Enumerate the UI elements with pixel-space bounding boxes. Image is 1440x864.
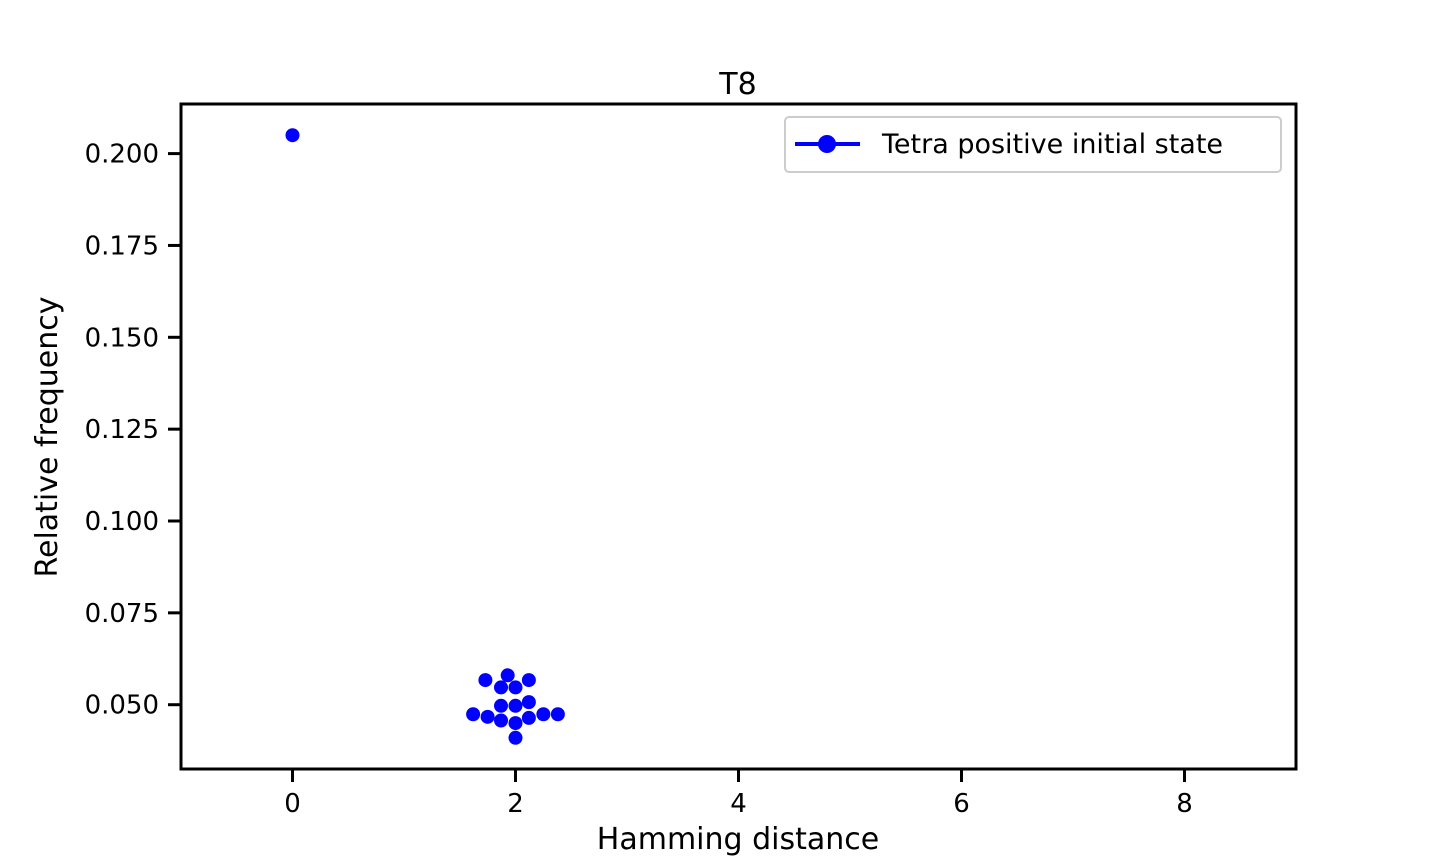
- x-axis-label: Hamming distance: [597, 822, 879, 857]
- y-tick-label: 0.150: [85, 323, 159, 353]
- data-point: [494, 680, 509, 695]
- y-tick-label: 0.200: [85, 140, 159, 170]
- y-tick-label: 0.050: [85, 691, 159, 721]
- data-point: [508, 716, 523, 731]
- chart-title: T8: [718, 67, 756, 102]
- y-axis-label: Relative frequency: [30, 297, 65, 578]
- data-point: [508, 730, 523, 745]
- x-tick-label: 4: [730, 789, 747, 819]
- data-point: [480, 709, 495, 724]
- data-point: [478, 673, 493, 688]
- x-axis-ticks: 0 2 4 6 8: [284, 769, 1193, 819]
- data-point: [285, 128, 300, 143]
- y-tick-label: 0.100: [85, 507, 159, 537]
- data-points: [285, 128, 565, 745]
- data-point: [508, 698, 523, 713]
- data-point: [536, 707, 551, 722]
- x-tick-label: 8: [1176, 789, 1193, 819]
- legend-label-series-1: Tetra positive initial state: [881, 129, 1223, 160]
- data-point: [494, 698, 509, 713]
- y-tick-label: 0.125: [85, 415, 159, 445]
- legend-point-marker: [818, 135, 836, 153]
- data-point: [500, 668, 515, 683]
- data-point: [550, 707, 565, 722]
- x-tick-label: 0: [284, 789, 301, 819]
- x-tick-label: 2: [507, 789, 524, 819]
- y-tick-label: 0.075: [85, 599, 159, 629]
- x-tick-label: 6: [953, 789, 970, 819]
- data-point: [521, 673, 536, 688]
- plot-area-frame: [179, 102, 1298, 771]
- data-point: [521, 710, 536, 725]
- data-point: [521, 695, 536, 710]
- legend: Tetra positive initial state: [784, 116, 1282, 173]
- data-point: [466, 707, 481, 722]
- y-axis-ticks: 0.050 0.075 0.100 0.125 0.150 0.175 0.200: [85, 140, 181, 721]
- legend-box: [784, 116, 1282, 173]
- y-tick-label: 0.175: [85, 231, 159, 261]
- data-point: [508, 680, 523, 695]
- data-point: [494, 713, 509, 728]
